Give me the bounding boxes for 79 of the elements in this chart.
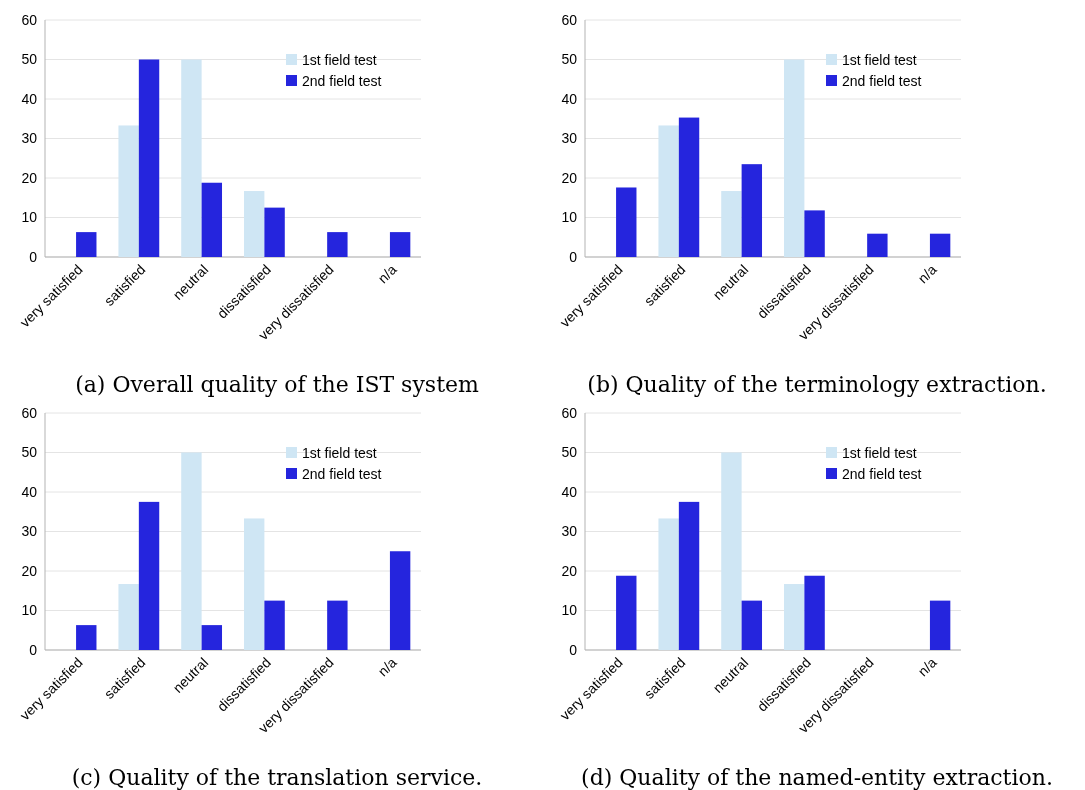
legend-label: 1st field test bbox=[302, 51, 377, 68]
bar bbox=[243, 191, 265, 257]
bar bbox=[138, 501, 160, 650]
bar bbox=[616, 575, 637, 650]
y-tick-label: 0 bbox=[29, 248, 38, 265]
legend-label: 2nd field test bbox=[302, 72, 382, 89]
y-tick-label: 0 bbox=[569, 641, 578, 658]
y-tick-label: 60 bbox=[561, 404, 578, 421]
text: (b) Quality of the terminology extraction. bbox=[587, 372, 1047, 397]
bar bbox=[804, 575, 825, 650]
legend-label: 2nd field test bbox=[842, 465, 922, 482]
y-tick-label: 20 bbox=[561, 169, 578, 186]
bar bbox=[76, 232, 97, 257]
text: (a) Overall quality of the IST system bbox=[75, 372, 479, 397]
text: (d) Quality of the named-entity extraction. bbox=[581, 765, 1053, 790]
bar bbox=[181, 59, 202, 257]
y-tick-label: 60 bbox=[21, 11, 38, 28]
y-tick-label: 10 bbox=[21, 602, 38, 619]
y-tick-label: 30 bbox=[561, 523, 578, 540]
legend-label: 1st field test bbox=[842, 444, 917, 461]
y-tick-label: 10 bbox=[561, 209, 578, 226]
bar bbox=[867, 233, 888, 257]
legend-label: 1st field test bbox=[302, 444, 377, 461]
x-tick-label: n/a bbox=[914, 654, 940, 680]
bar bbox=[783, 59, 805, 257]
bar bbox=[327, 600, 348, 650]
y-tick-label: 50 bbox=[21, 444, 38, 461]
y-tick-label: 40 bbox=[21, 483, 38, 500]
legend-label: 2nd field test bbox=[842, 72, 922, 89]
x-tick-label: n/a bbox=[374, 261, 400, 287]
bar bbox=[658, 125, 679, 257]
bar bbox=[327, 232, 348, 257]
bar bbox=[678, 501, 700, 650]
x-tick-label: n/a bbox=[374, 654, 400, 680]
y-tick-label: 30 bbox=[21, 523, 38, 540]
bar bbox=[929, 233, 951, 257]
y-tick-label: 20 bbox=[21, 562, 38, 579]
bar bbox=[138, 59, 160, 257]
y-tick-label: 20 bbox=[561, 562, 578, 579]
y-tick-label: 40 bbox=[561, 483, 578, 500]
bar bbox=[201, 182, 223, 257]
y-tick-label: 60 bbox=[561, 11, 578, 28]
y-tick-label: 50 bbox=[21, 51, 38, 68]
y-tick-label: 0 bbox=[569, 248, 578, 265]
bar bbox=[264, 600, 285, 650]
bar bbox=[658, 518, 679, 650]
bar bbox=[389, 551, 411, 650]
bar bbox=[721, 452, 742, 650]
bar bbox=[783, 584, 805, 650]
y-tick-label: 40 bbox=[561, 90, 578, 107]
bar bbox=[118, 584, 139, 650]
bar bbox=[76, 625, 97, 650]
bar bbox=[616, 187, 637, 257]
bar bbox=[118, 125, 139, 257]
legend-label: 1st field test bbox=[842, 51, 917, 68]
text: (c) Quality of the translation service. bbox=[71, 765, 483, 790]
bar bbox=[721, 191, 742, 257]
bar bbox=[243, 518, 265, 650]
y-tick-label: 10 bbox=[21, 209, 38, 226]
y-tick-label: 50 bbox=[561, 444, 578, 461]
bar bbox=[181, 452, 202, 650]
y-tick-label: 0 bbox=[29, 641, 38, 658]
bar bbox=[741, 600, 763, 650]
x-tick-label: n/a bbox=[914, 261, 940, 287]
y-tick-label: 30 bbox=[21, 130, 38, 147]
bar bbox=[678, 117, 700, 257]
y-tick-label: 60 bbox=[21, 404, 38, 421]
bar bbox=[201, 625, 223, 650]
y-tick-label: 50 bbox=[561, 51, 578, 68]
y-tick-label: 20 bbox=[21, 169, 38, 186]
y-tick-label: 30 bbox=[561, 130, 578, 147]
bar bbox=[929, 600, 951, 650]
bar bbox=[389, 232, 411, 257]
legend-label: 2nd field test bbox=[302, 465, 382, 482]
bar bbox=[264, 207, 285, 257]
bar bbox=[804, 210, 825, 257]
y-tick-label: 40 bbox=[21, 90, 38, 107]
y-tick-label: 10 bbox=[561, 602, 578, 619]
bar bbox=[741, 164, 763, 257]
